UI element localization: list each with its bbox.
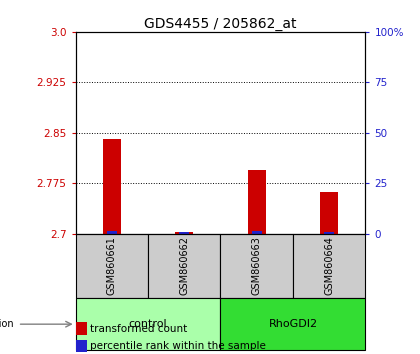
Text: GSM860662: GSM860662: [179, 236, 189, 295]
Bar: [220, 298, 365, 350]
Bar: [103, 139, 121, 234]
Text: GSM860661: GSM860661: [107, 236, 117, 295]
Bar: [324, 232, 334, 234]
Text: GSM860664: GSM860664: [324, 236, 334, 295]
Bar: [76, 298, 220, 350]
Text: transformed count: transformed count: [90, 324, 187, 333]
Bar: [175, 232, 193, 234]
Bar: [220, 234, 293, 298]
Bar: [76, 234, 148, 298]
Bar: [179, 232, 189, 234]
Bar: [107, 231, 117, 234]
Text: genotype/variation: genotype/variation: [0, 319, 14, 329]
Bar: [320, 192, 338, 234]
Text: GSM860663: GSM860663: [252, 236, 262, 295]
Text: control: control: [129, 319, 167, 329]
Title: GDS4455 / 205862_at: GDS4455 / 205862_at: [144, 17, 297, 31]
Bar: [148, 234, 221, 298]
Bar: [293, 234, 365, 298]
Text: percentile rank within the sample: percentile rank within the sample: [90, 341, 265, 351]
Bar: [76, 340, 87, 352]
Bar: [76, 322, 87, 335]
Bar: [248, 170, 266, 234]
Bar: [252, 231, 262, 234]
Text: RhoGDI2: RhoGDI2: [268, 319, 318, 329]
